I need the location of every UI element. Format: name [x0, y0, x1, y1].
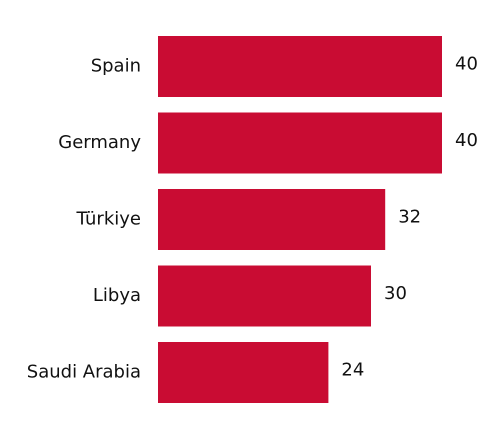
- bar: [158, 112, 442, 174]
- value-label: 24: [341, 360, 364, 381]
- value-label: 32: [398, 207, 421, 228]
- value-label: 30: [384, 283, 407, 304]
- category-label: Germany: [58, 132, 141, 153]
- value-label: 40: [455, 130, 478, 151]
- bar: [158, 189, 386, 250]
- category-label: Libya: [93, 285, 141, 306]
- category-label: Saudi Arabia: [27, 362, 141, 383]
- bar: [158, 265, 371, 327]
- bar: [158, 36, 442, 97]
- category-label: Türkiye: [76, 209, 142, 230]
- bar: [158, 342, 329, 403]
- category-label: Spain: [91, 56, 141, 77]
- value-label: 40: [455, 54, 478, 75]
